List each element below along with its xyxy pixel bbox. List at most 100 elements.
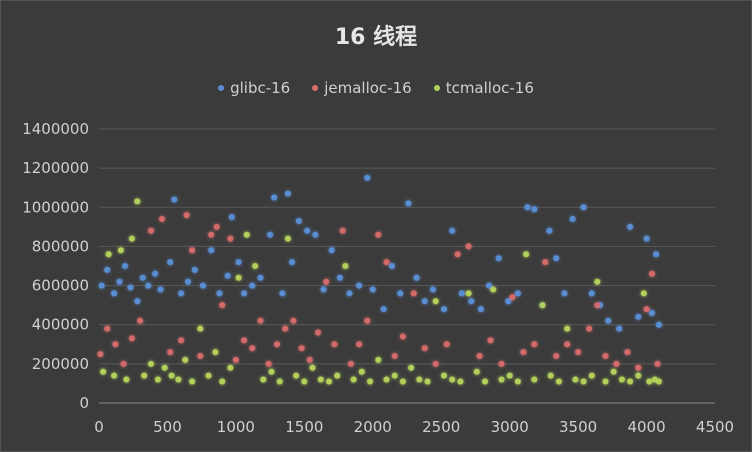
point-tcmalloc-16 — [539, 302, 546, 309]
point-tcmalloc-16 — [424, 378, 431, 385]
x-tick-label: 3000 — [491, 418, 529, 436]
point-glibc-16 — [98, 282, 105, 289]
point-jemalloc-16 — [148, 227, 154, 234]
point-tcmalloc-16 — [399, 378, 406, 385]
point-tcmalloc-16 — [580, 378, 587, 385]
point-glibc-16 — [643, 235, 650, 242]
legend-item-tcmalloc: tcmalloc-16 — [433, 79, 534, 97]
point-jemalloc-16 — [197, 353, 204, 359]
point-jemalloc-16 — [465, 243, 472, 250]
point-tcmalloc-16 — [284, 235, 291, 242]
legend-swatch-tcmalloc — [433, 85, 440, 91]
point-glibc-16 — [191, 266, 198, 273]
point-glibc-16 — [145, 282, 152, 289]
point-glibc-16 — [653, 251, 660, 258]
point-glibc-16 — [157, 286, 164, 293]
point-jemalloc-16 — [241, 337, 248, 344]
point-glibc-16 — [449, 227, 456, 234]
point-glibc-16 — [468, 298, 475, 305]
point-jemalloc-16 — [635, 364, 642, 371]
point-jemalloc-16 — [183, 212, 190, 219]
point-tcmalloc-16 — [317, 376, 324, 383]
legend-item-jemalloc: jemalloc-16 — [312, 79, 412, 97]
point-tcmalloc-16 — [602, 378, 609, 385]
point-jemalloc-16 — [331, 341, 338, 348]
point-jemalloc-16 — [315, 329, 321, 336]
point-glibc-16 — [295, 218, 302, 224]
point-jemalloc-16 — [208, 231, 215, 238]
point-jemalloc-16 — [399, 333, 406, 340]
point-tcmalloc-16 — [134, 198, 141, 205]
point-jemalloc-16 — [323, 278, 330, 285]
point-tcmalloc-16 — [309, 364, 316, 371]
point-glibc-16 — [356, 282, 363, 289]
point-jemalloc-16 — [298, 345, 305, 352]
point-tcmalloc-16 — [547, 372, 554, 379]
point-glibc-16 — [441, 306, 447, 313]
point-jemalloc-16 — [128, 335, 135, 342]
tick-labels: 0 200000 400000 600000 800000 1000000 1200000 1… — [22, 120, 734, 436]
point-glibc-16 — [200, 282, 206, 289]
gridlines — [99, 128, 715, 365]
point-jemalloc-16 — [120, 360, 127, 367]
data-points — [97, 174, 662, 385]
y-tick-label: 400000 — [32, 316, 89, 334]
point-tcmalloc-16 — [293, 372, 300, 379]
point-jemalloc-16 — [249, 345, 256, 352]
point-tcmalloc-16 — [117, 247, 124, 254]
point-tcmalloc-16 — [465, 290, 472, 297]
point-glibc-16 — [524, 204, 531, 211]
point-glibc-16 — [284, 190, 291, 197]
point-glibc-16 — [271, 194, 278, 201]
point-tcmalloc-16 — [383, 376, 390, 383]
point-tcmalloc-16 — [627, 378, 634, 385]
x-tick-label: 500 — [153, 418, 182, 436]
point-glibc-16 — [134, 298, 141, 305]
point-jemalloc-16 — [553, 353, 560, 359]
point-tcmalloc-16 — [618, 376, 625, 383]
point-tcmalloc-16 — [564, 325, 571, 332]
legend-label-jemalloc: jemalloc-16 — [324, 79, 412, 97]
point-glibc-16 — [111, 290, 118, 297]
point-tcmalloc-16 — [490, 286, 497, 293]
point-jemalloc-16 — [364, 317, 371, 324]
point-glibc-16 — [328, 247, 335, 254]
y-tick-label: 1400000 — [22, 120, 89, 138]
point-glibc-16 — [171, 196, 178, 203]
point-tcmalloc-16 — [252, 263, 259, 269]
point-glibc-16 — [152, 270, 159, 277]
point-glibc-16 — [495, 255, 502, 262]
point-tcmalloc-16 — [482, 378, 488, 385]
point-tcmalloc-16 — [523, 251, 530, 258]
point-glibc-16 — [312, 231, 319, 238]
x-tick-label: 4500 — [696, 418, 734, 436]
point-jemalloc-16 — [421, 345, 428, 352]
point-tcmalloc-16 — [432, 298, 439, 305]
point-jemalloc-16 — [410, 290, 417, 297]
point-glibc-16 — [185, 278, 191, 285]
point-jemalloc-16 — [443, 341, 450, 348]
point-tcmalloc-16 — [276, 378, 283, 385]
point-tcmalloc-16 — [148, 360, 154, 367]
point-jemalloc-16 — [167, 349, 174, 356]
point-jemalloc-16 — [356, 341, 363, 348]
point-glibc-16 — [116, 278, 123, 285]
point-tcmalloc-16 — [358, 368, 365, 375]
point-glibc-16 — [561, 290, 568, 297]
point-tcmalloc-16 — [514, 378, 521, 385]
point-tcmalloc-16 — [182, 356, 189, 363]
y-tick-label: 1000000 — [22, 198, 89, 216]
point-glibc-16 — [228, 214, 235, 221]
point-glibc-16 — [380, 306, 387, 313]
point-glibc-16 — [139, 274, 146, 281]
point-tcmalloc-16 — [594, 278, 601, 285]
point-glibc-16 — [104, 266, 111, 273]
x-tick-label: 0 — [94, 418, 104, 436]
point-glibc-16 — [588, 290, 595, 297]
point-glibc-16 — [546, 227, 553, 234]
point-jemalloc-16 — [306, 356, 313, 363]
point-jemalloc-16 — [391, 353, 398, 359]
point-glibc-16 — [477, 306, 484, 313]
point-jemalloc-16 — [274, 341, 280, 348]
point-glibc-16 — [257, 274, 264, 281]
